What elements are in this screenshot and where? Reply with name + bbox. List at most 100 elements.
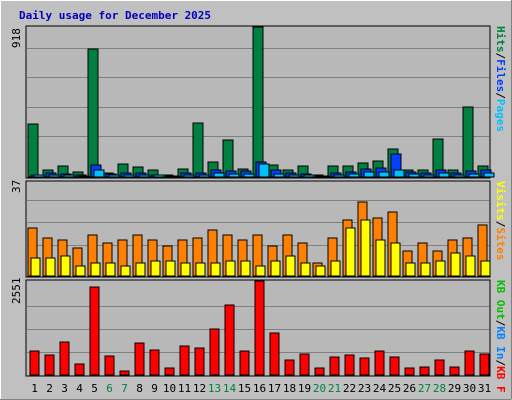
bar-pages-day-26: [408, 173, 420, 178]
x-axis-day-labels: 1 2 3 4 5 6 7 8 9 10 11 12 13 14 15 16 17 18 19 20 21 22 23 24 2…: [31, 382, 491, 395]
x-tick-day-4: 4: [76, 382, 83, 395]
bar-pages-day-10: [168, 175, 180, 178]
bar-kb-f-day-14: [224, 304, 235, 376]
bar-pages-day-16: [258, 163, 270, 178]
bar-kb-f-day-8: [134, 342, 145, 376]
bar-visits-day-25: [390, 242, 401, 277]
x-tick-day-26: 26: [403, 382, 416, 395]
x-tick-day-8: 8: [136, 382, 143, 395]
legend-hits-entry: Hits: [494, 26, 507, 53]
panel-visits: 37: [10, 180, 491, 278]
panel-kbytes-ymax: 2551: [10, 278, 23, 305]
bar-visits-day-24: [375, 239, 386, 277]
bar-hits-day-12: [192, 122, 204, 178]
bar-visits-day-26: [405, 262, 416, 277]
bar-visits-day-5: [90, 262, 101, 277]
legend-pages-entry: Pages: [494, 99, 507, 132]
bar-pages-day-30: [468, 173, 480, 178]
bar-visits-day-28: [435, 260, 446, 277]
x-tick-day-13: 13: [208, 382, 221, 395]
bar-pages-day-7: [123, 174, 135, 178]
bar-visits-day-22: [345, 227, 356, 277]
bar-visits-day-20: [315, 265, 326, 277]
legend-files-entry: Files: [494, 59, 507, 92]
bar-kb-f-day-18: [284, 359, 295, 376]
bar-visits-day-11: [180, 262, 191, 277]
bar-visits-day-29: [450, 252, 461, 277]
bar-pages-day-5: [93, 169, 105, 178]
x-tick-day-28: 28: [433, 382, 446, 395]
legend-visits-sep: /: [494, 221, 507, 228]
bar-hits-day-1: [27, 123, 39, 178]
bar-kb-f-day-31: [479, 353, 490, 376]
x-tick-day-14: 14: [223, 382, 237, 395]
bar-kb-f-day-30: [464, 350, 475, 376]
legend-kb-sep-1: /: [494, 320, 507, 327]
x-tick-day-22: 22: [343, 382, 356, 395]
svg-text:KB Out/KB In/KB F: KB Out/KB In/KB F: [494, 280, 507, 393]
bar-visits-day-12: [195, 262, 206, 277]
bar-pages-day-1: [33, 174, 45, 178]
bar-kb-f-day-24: [374, 350, 385, 376]
x-tick-day-19: 19: [298, 382, 311, 395]
x-tick-day-20: 20: [313, 382, 326, 395]
x-tick-day-23: 23: [358, 382, 371, 395]
bar-visits-day-21: [330, 260, 341, 277]
bar-visits-day-10: [165, 260, 176, 277]
bar-visits-day-2: [45, 257, 56, 277]
bar-pages-day-24: [378, 171, 390, 178]
x-tick-day-31: 31: [478, 382, 491, 395]
bar-pages-day-11: [183, 174, 195, 178]
x-tick-day-17: 17: [268, 382, 281, 395]
bar-kb-f-day-5: [89, 286, 100, 376]
panel-visits-ymax: 37: [10, 180, 23, 193]
bar-kb-f-day-13: [209, 328, 220, 376]
bar-hits-day-30: [462, 106, 474, 178]
bar-pages-day-14: [228, 173, 240, 178]
x-tick-day-25: 25: [388, 382, 401, 395]
x-tick-day-30: 30: [463, 382, 476, 395]
panel-visits-bars: [27, 201, 491, 277]
bar-kb-f-day-6: [104, 355, 115, 376]
bar-visits-day-6: [105, 262, 116, 277]
bar-pages-day-21: [333, 174, 345, 178]
x-tick-day-15: 15: [238, 382, 251, 395]
bar-kb-f-day-12: [194, 347, 205, 376]
x-tick-day-6: 6: [106, 382, 113, 395]
bar-pages-day-29: [453, 174, 465, 178]
bar-kb-f-day-21: [329, 356, 340, 376]
bar-kb-f-day-15: [239, 350, 250, 376]
bar-pages-day-19: [303, 174, 315, 178]
bar-kb-f-day-17: [269, 332, 280, 376]
bar-visits-day-14: [225, 260, 236, 277]
bar-pages-day-3: [63, 174, 75, 178]
bar-visits-day-4: [75, 265, 86, 277]
bar-kb-f-day-25: [389, 356, 400, 376]
bar-kb-f-day-22: [344, 354, 355, 376]
bar-kb-f-day-11: [179, 345, 190, 376]
x-tick-day-18: 18: [283, 382, 296, 395]
bar-kb-f-day-1: [29, 350, 40, 376]
bar-kb-f-day-28: [434, 359, 445, 376]
x-tick-day-24: 24: [373, 382, 387, 395]
bar-visits-day-23: [360, 219, 371, 277]
panel-hits: 918: [10, 25, 495, 179]
svg-text:Hits/Files/Pages: Hits/Files/Pages: [494, 26, 507, 132]
legend-kb-sep-2: /: [494, 360, 507, 367]
bar-visits-day-13: [210, 262, 221, 277]
x-tick-day-11: 11: [178, 382, 191, 395]
legend-kbout-entry: KB Out: [494, 280, 507, 320]
bar-visits-day-31: [480, 260, 491, 277]
bar-pages-day-22: [348, 173, 360, 178]
bar-kb-f-day-19: [299, 353, 310, 376]
legend-visits: Visits/Sites: [494, 181, 507, 261]
panel-hits-ymax: 918: [10, 28, 23, 48]
x-tick-day-1: 1: [31, 382, 38, 395]
bar-visits-day-16: [255, 265, 266, 277]
legend-kbf-entry: KB F: [494, 366, 507, 393]
x-tick-day-3: 3: [61, 382, 68, 395]
bar-pages-day-17: [273, 173, 285, 178]
x-tick-day-5: 5: [91, 382, 98, 395]
bar-pages-day-20: [318, 175, 330, 178]
